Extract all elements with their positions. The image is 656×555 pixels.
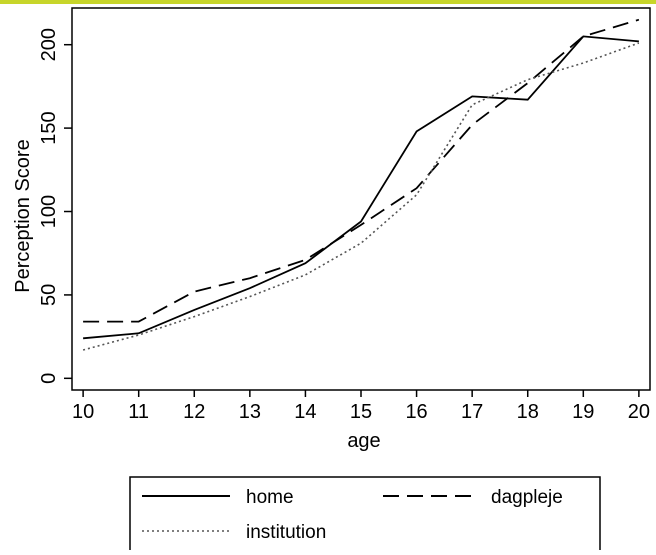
x-tick-label: 13	[239, 401, 261, 423]
series-line-dagpleje	[83, 18, 640, 323]
x-tick-label: 14	[294, 401, 316, 423]
y-tick-label: 100	[38, 195, 60, 228]
y-axis: 0 50 100 150 200	[38, 28, 72, 384]
x-tick-label: 17	[461, 401, 483, 423]
x-tick-label: 15	[350, 401, 372, 423]
legend-label-institution: institution	[246, 522, 326, 543]
series-line-home	[83, 35, 639, 340]
series-lines	[82, 18, 640, 351]
x-tick-label: 11	[128, 401, 149, 423]
series-line-institution	[82, 42, 640, 351]
x-tick-label: 10	[72, 401, 94, 423]
x-tick-label: 16	[405, 401, 427, 423]
y-axis-title: Perception Score	[12, 139, 34, 292]
legend-box	[129, 476, 601, 555]
legend-label-home: home	[246, 487, 294, 508]
x-tick-label: 12	[183, 401, 205, 423]
legend-label-dagpleje: dagpleje	[491, 487, 563, 508]
legend: home dagpleje institution	[142, 487, 563, 543]
x-tick-label: 18	[517, 401, 539, 423]
y-tick-label: 50	[38, 284, 60, 306]
y-tick-label: 200	[38, 28, 60, 61]
y-tick-label: 150	[38, 111, 60, 144]
x-tick-label: 19	[572, 401, 594, 423]
x-axis: 10 11 12 13 14 15 16 17 18 19 20	[72, 390, 650, 423]
plot-frame	[71, 7, 651, 391]
x-tick-label: 20	[628, 401, 650, 423]
top-accent-bar	[0, 0, 656, 4]
x-axis-title: age	[347, 430, 380, 452]
y-tick-label: 0	[38, 373, 60, 384]
